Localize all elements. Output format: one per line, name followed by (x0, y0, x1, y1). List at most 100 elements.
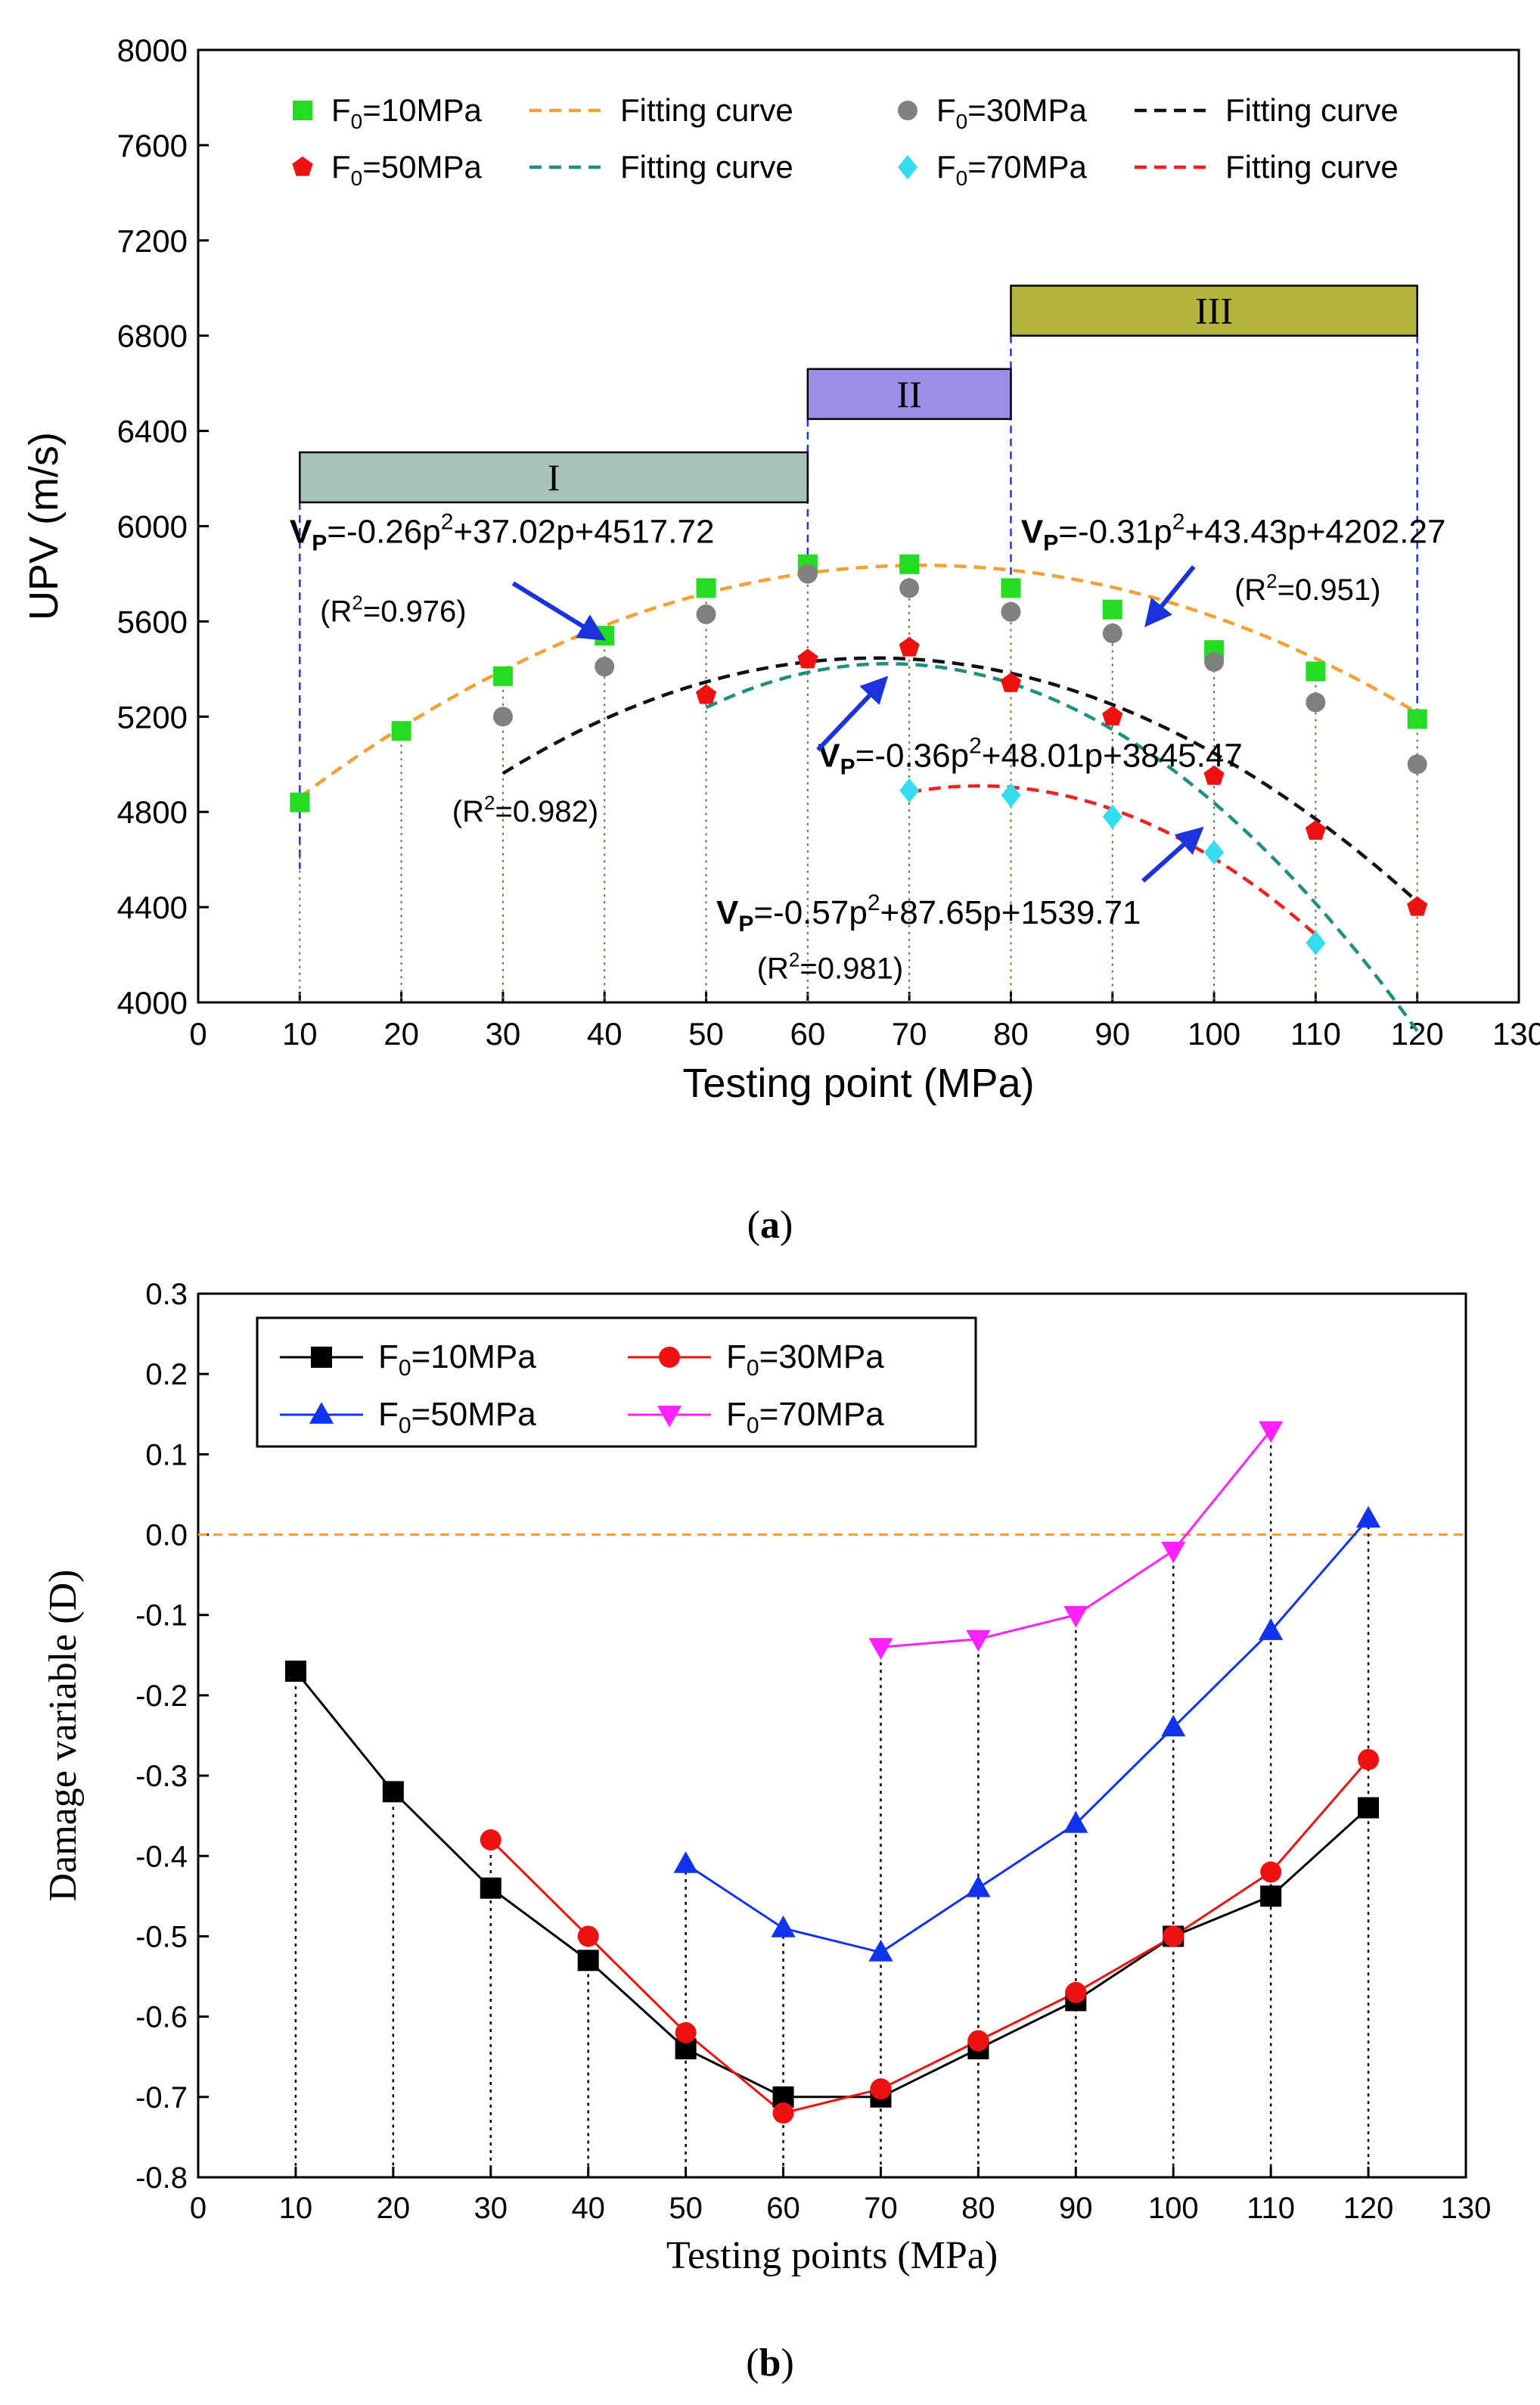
chart-panel-a: 0 10 20 30 40 50 60 70 80 90 100 110 120 130400044004… (21, 33, 1540, 1106)
r2-label-a: (R2=0.982) (452, 791, 598, 828)
legend-marker-b (311, 1347, 332, 1368)
x-tick-label-a: 50 (688, 1016, 724, 1052)
x-tick-label-b: 70 (864, 2192, 898, 2225)
x-tick-label-b: 80 (961, 2192, 995, 2225)
data-point-a (696, 604, 716, 624)
x-tick-label-b: 120 (1343, 2192, 1394, 2225)
stage-box-a (1010, 284, 1418, 337)
y-tick-label-b: 0.3 (145, 1278, 188, 1311)
legend-marker-b (657, 1406, 682, 1428)
fit-curve-a (705, 662, 1419, 1033)
stage-label-a: III (1195, 290, 1233, 332)
data-point-b (1260, 1861, 1282, 1883)
x-tick-label-a: 110 (1290, 1016, 1341, 1052)
data-point-b (772, 2102, 794, 2124)
data-point-b (1063, 1811, 1088, 1833)
legend-label-b: F0=70MPa (726, 1396, 884, 1438)
leg-f-b: F (378, 1338, 399, 1375)
y-axis-title-b: Damage variable (D) (42, 1570, 85, 1902)
data-point-b (577, 1925, 599, 1947)
leg-rest: =50MPa (362, 149, 482, 185)
r2-rest: =0.951) (1278, 573, 1381, 607)
leg-f: F (331, 92, 351, 128)
y-tick-label-a: 6400 (117, 414, 188, 449)
r2-sup: 2 (352, 591, 362, 614)
data-point-a (1407, 896, 1428, 916)
y-tick-label-b: -0.2 (135, 1679, 188, 1713)
y-tick-label-b: 0.2 (145, 1358, 188, 1391)
data-point-a (1102, 623, 1122, 644)
stage-box-a (806, 368, 1012, 421)
x-tick-label-b: 130 (1441, 2192, 1492, 2225)
data-point-b (284, 1661, 306, 1683)
legend-box-b (256, 1316, 977, 1448)
leg-f: F (936, 92, 956, 128)
x-tick-label-a: 80 (993, 1016, 1029, 1052)
data-point-a (595, 657, 615, 677)
y-tick-label-a: 8000 (117, 33, 188, 68)
fit-curve-a (501, 656, 1419, 903)
arrow-a (1144, 565, 1196, 628)
x-tick-label-b: 50 (669, 2192, 703, 2225)
legend-marker-b (309, 1402, 334, 1424)
data-point-b (1065, 1981, 1087, 2003)
data-point-b (1358, 1748, 1380, 1770)
data-point-b (870, 2078, 892, 2100)
x-tick-label-a: 120 (1391, 1016, 1444, 1052)
y-tick-label-b: -0.5 (135, 1920, 188, 1953)
x-tick-label-b: 10 (279, 2192, 313, 2225)
r2-a: (R (320, 595, 352, 628)
stage-box-a (299, 451, 809, 504)
data-point-a (1001, 782, 1021, 808)
data-point-b (966, 1630, 991, 1652)
caption-b: (b) (746, 2341, 794, 2385)
r2-a: (R (452, 795, 484, 828)
data-point-b (675, 2021, 697, 2043)
arrow-a (511, 581, 607, 641)
leg-rest-b: =30MPa (759, 1338, 885, 1375)
stage-label-a: II (896, 373, 921, 415)
y-tick-label-b: -0.3 (135, 1760, 188, 1793)
eq-sub: P (1043, 531, 1058, 556)
eq-body2: +43.43p+4202.27 (1184, 514, 1445, 551)
plot-frame-b (197, 1292, 1467, 2179)
caption-a: (a) (747, 1204, 793, 1247)
y-tick-label-b: 0.1 (145, 1438, 188, 1471)
y-tick-label-b: -0.8 (135, 2161, 188, 2195)
data-point-b (480, 1877, 501, 1899)
data-point-a (595, 626, 615, 646)
r2-label-a: (R2=0.951) (1234, 570, 1380, 607)
legend-fit-label-a: Fitting curve (1225, 92, 1399, 128)
data-point-a (1204, 840, 1225, 865)
y-tick-label-a: 6800 (117, 318, 188, 354)
data-point-a (1407, 754, 1427, 775)
data-point-a (1001, 578, 1021, 598)
y-tick-label-a: 7600 (117, 128, 188, 163)
data-point-a (797, 648, 818, 669)
data-point-a (1000, 672, 1022, 692)
eq-body2: +48.01p+3845.47 (982, 737, 1243, 774)
data-point-b (966, 1875, 991, 1897)
data-point-a (899, 578, 920, 598)
leg-sub: 0 (351, 110, 363, 133)
data-point-b (577, 1950, 599, 1972)
series-line-b (685, 1518, 1370, 1954)
y-tick-label-a: 4400 (117, 890, 188, 925)
r2-sup: 2 (484, 791, 495, 814)
x-tick-label-b: 20 (377, 2192, 411, 2225)
series-line-b (489, 1758, 1370, 2114)
chart-panel-b: 0 10 20 30 40 50 60 70 80 90 100 110 120 130 -0.8 -0.7 -… (42, 1278, 1491, 2277)
eq-v: V (716, 894, 739, 931)
fit-curve-a (298, 564, 1418, 799)
y-axis-title-a: UPV (m/s) (21, 432, 67, 620)
data-point-b (673, 1851, 698, 1873)
equation-a: VP=-0.31p2+43.43p+4202.27 (1021, 510, 1446, 556)
data-point-b (1355, 1505, 1381, 1528)
data-point-a (695, 684, 717, 704)
x-tick-label-b: 100 (1148, 2192, 1199, 2225)
r2-rest: =0.976) (363, 595, 467, 628)
legend-label-b: F0=30MPa (726, 1338, 884, 1381)
y-tick-label-a: 5200 (117, 699, 188, 735)
data-point-b (1260, 1885, 1282, 1907)
